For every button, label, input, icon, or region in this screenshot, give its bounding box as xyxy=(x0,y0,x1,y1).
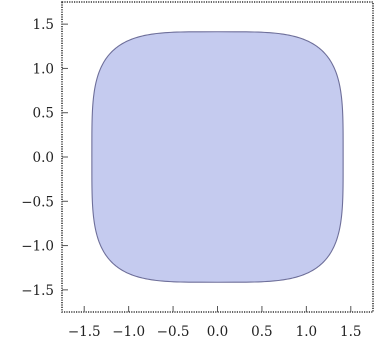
y-tick-label: 0.5 xyxy=(33,106,54,122)
x-tick-label: −1.0 xyxy=(112,324,145,340)
x-tick-label: 1.5 xyxy=(340,324,361,340)
y-tick-label: −1.5 xyxy=(21,283,54,299)
x-tick-label: 1.0 xyxy=(296,324,317,340)
y-tick-label: 1.5 xyxy=(33,17,54,33)
y-tick-label: 0.0 xyxy=(33,150,54,166)
x-tick-label: 0.0 xyxy=(207,324,228,340)
x-tick-label: −1.5 xyxy=(68,324,101,340)
plot-frame xyxy=(61,1,374,313)
y-tick-label: −1.0 xyxy=(21,239,54,255)
filled-region xyxy=(91,31,344,283)
x-tick-label: 0.5 xyxy=(251,324,272,340)
x-tick-label: −0.5 xyxy=(157,324,190,340)
x-axis: −1.5 −1.0 −0.5 0.0 0.5 1.0 1.5 xyxy=(68,306,362,340)
y-tick-label: 1.0 xyxy=(33,61,54,77)
region-layer xyxy=(91,31,344,283)
y-tick-label: −0.5 xyxy=(21,194,54,210)
y-axis: −1.5 −1.0 −0.5 0.0 0.5 1.0 1.5 xyxy=(21,17,68,299)
